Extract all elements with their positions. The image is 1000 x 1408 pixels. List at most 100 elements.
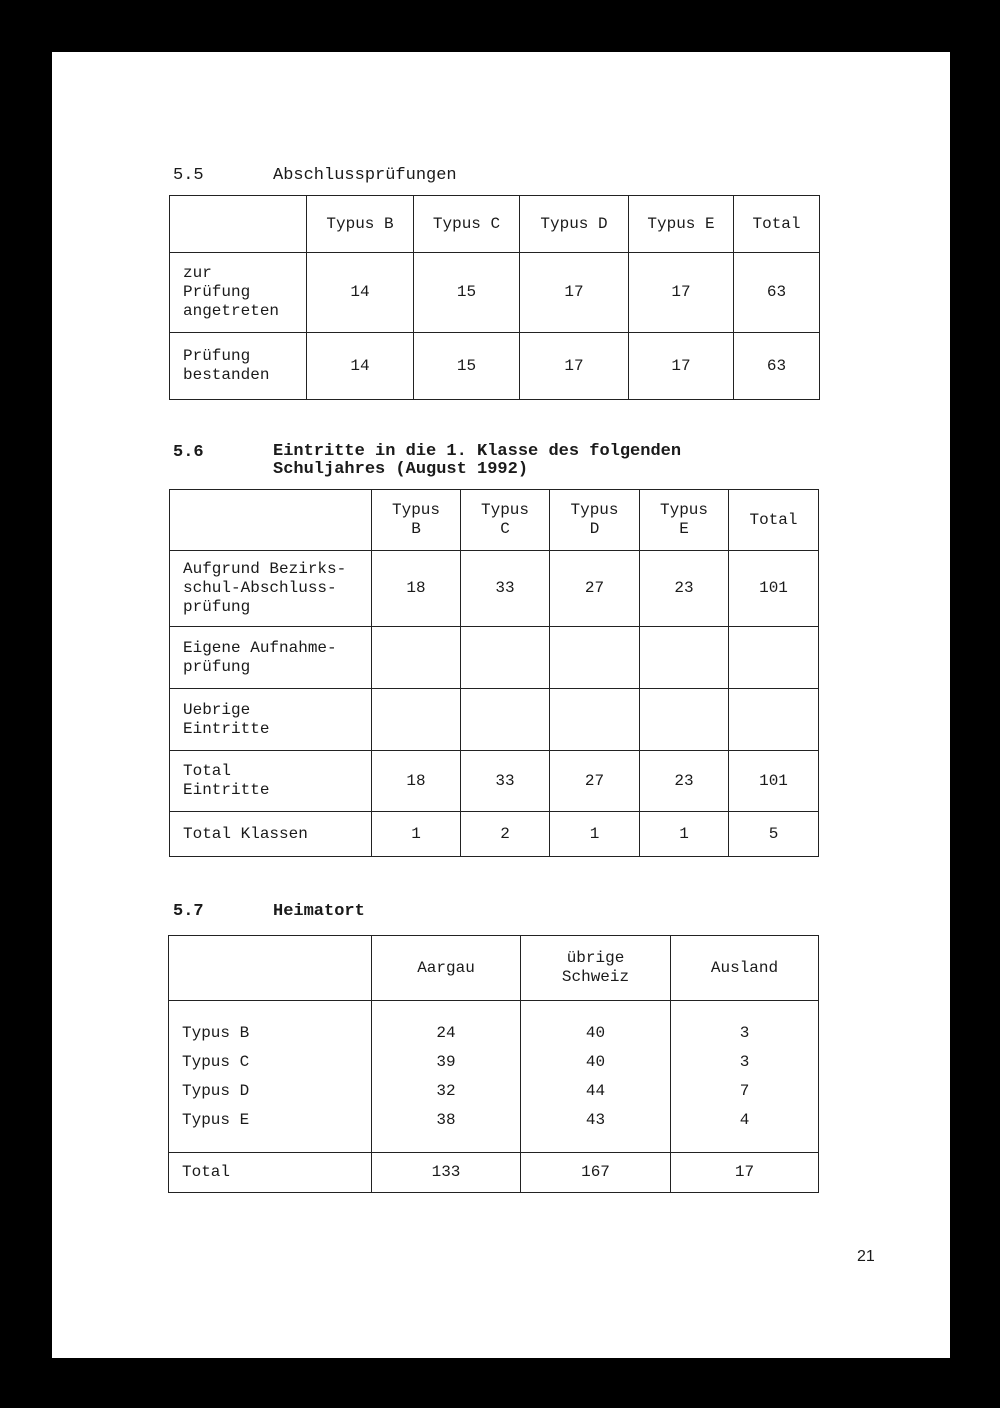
table-row: Total Eintritte 18 33 27 23 101 — [169, 750, 819, 812]
row-label: Uebrige Eintritte — [169, 688, 372, 751]
section-number: 5.7 — [173, 902, 204, 921]
data-cell: 3 — [739, 1023, 750, 1042]
data-cell — [371, 626, 461, 689]
row-label: Total Eintritte — [169, 750, 372, 812]
empty-header-cell — [169, 195, 307, 253]
data-cell — [460, 688, 550, 751]
row-label: Aufgrund Bezirks- schul-Abschluss- prüfu… — [169, 550, 372, 627]
section-title: Abschlussprüfungen — [273, 166, 457, 185]
abschlusspruefungen-table: Typus B Typus C Typus D Typus E Total zur Prü… — [169, 195, 820, 400]
table-row: Uebrige Eintritte — [169, 688, 819, 751]
header-row: Typus B Typus C Typus D Typus E Total — [169, 489, 819, 551]
table-row: zur Prüfung angetreten 14 15 17 17 63 — [169, 252, 820, 333]
data-cell: 38 — [436, 1110, 456, 1129]
data-cell: 33 — [460, 550, 550, 627]
data-cell: 15 — [413, 332, 520, 400]
column-header: Typus E — [639, 489, 729, 551]
column-header: Typus B — [306, 195, 414, 253]
row-label: Total — [168, 1152, 372, 1193]
data-cell — [549, 626, 640, 689]
row-label: Eigene Aufnahme- prüfung — [169, 626, 372, 689]
data-cell: 17 — [628, 332, 734, 400]
row-label: Total Klassen — [169, 811, 372, 857]
data-cell: 1 — [371, 811, 461, 857]
data-cell: 133 — [371, 1152, 521, 1193]
page-number: 21 — [857, 1248, 875, 1265]
header-row: Aargau übrige Schweiz Ausland — [168, 935, 819, 1001]
data-cell: 33 — [460, 750, 550, 812]
data-cell: 23 — [639, 750, 729, 812]
section-5-6-heading: 5.6 Eintritte in die 1. Klasse des folgen… — [173, 443, 681, 479]
data-cell: 1 — [639, 811, 729, 857]
data-cell: 17 — [519, 332, 629, 400]
data-cell — [371, 688, 461, 751]
row-label: Typus D — [182, 1081, 250, 1100]
table-row: Total Klassen 1 2 1 1 5 — [169, 811, 819, 857]
section-5-5-heading: 5.5 Abschlussprüfungen — [173, 166, 457, 185]
data-cell: 17 — [519, 252, 629, 333]
data-cell: 101 — [728, 550, 819, 627]
data-cell: 1 — [549, 811, 640, 857]
data-cell: 15 — [413, 252, 520, 333]
column-header: Total — [728, 489, 819, 551]
data-cell: 14 — [306, 332, 414, 400]
heimatort-table: Aargau übrige Schweiz Ausland Typus B Typus … — [168, 935, 819, 1193]
data-cell: 2 — [460, 811, 550, 857]
data-cell: 4 — [739, 1110, 750, 1129]
data-column: 24 39 32 38 — [371, 1000, 521, 1153]
data-cell: 18 — [371, 750, 461, 812]
section-title: Eintritte in die 1. Klasse des folgenden… — [273, 442, 682, 479]
data-cell — [460, 626, 550, 689]
row-label: Typus B — [182, 1023, 250, 1042]
column-header: Aargau — [371, 935, 521, 1001]
column-header: übrige Schweiz — [520, 935, 671, 1001]
table-row: Eigene Aufnahme- prüfung — [169, 626, 819, 689]
column-header: Total — [733, 195, 820, 253]
column-header: Ausland — [670, 935, 819, 1001]
data-cell: 27 — [549, 750, 640, 812]
column-header: Typus C — [460, 489, 550, 551]
data-column: 3 3 7 4 — [670, 1000, 819, 1153]
column-header: Typus E — [628, 195, 734, 253]
eintritte-table: Typus B Typus C Typus D Typus E Total Aufgrun… — [169, 489, 819, 857]
data-cell — [549, 688, 640, 751]
empty-header-cell — [169, 489, 372, 551]
data-cell: 27 — [549, 550, 640, 627]
row-labels: Typus B Typus C Typus D Typus E — [168, 1000, 372, 1153]
data-cell: 5 — [728, 811, 819, 857]
section-title: Heimatort — [273, 902, 365, 921]
typus-rows: Typus B Typus C Typus D Typus E 24 39 32 38 40 40… — [168, 1000, 819, 1153]
column-header: Typus C — [413, 195, 520, 253]
data-cell — [728, 626, 819, 689]
data-cell: 40 — [585, 1023, 606, 1042]
data-cell: 23 — [639, 550, 729, 627]
data-cell: 7 — [739, 1081, 750, 1100]
data-column: 40 40 44 43 — [520, 1000, 671, 1153]
data-cell: 39 — [436, 1052, 456, 1071]
table-row: Prüfung bestanden 14 15 17 17 63 — [169, 332, 820, 400]
data-cell: 44 — [585, 1081, 606, 1100]
section-number: 5.5 — [173, 166, 204, 185]
data-cell: 40 — [585, 1052, 606, 1071]
section-5-7-heading: 5.7 Heimatort — [173, 902, 365, 921]
data-cell — [639, 688, 729, 751]
column-header: Typus D — [519, 195, 629, 253]
data-cell: 14 — [306, 252, 414, 333]
data-cell — [639, 626, 729, 689]
section-number: 5.6 — [173, 443, 204, 462]
row-label: Typus C — [182, 1052, 250, 1071]
row-label: Typus E — [182, 1110, 250, 1129]
data-cell: 63 — [733, 252, 820, 333]
data-cell: 24 — [436, 1023, 456, 1042]
data-cell: 18 — [371, 550, 461, 627]
data-cell: 63 — [733, 332, 820, 400]
data-cell: 17 — [628, 252, 734, 333]
header-row: Typus B Typus C Typus D Typus E Total — [169, 195, 820, 253]
total-row: Total 133 167 17 — [168, 1152, 819, 1193]
empty-header-cell — [168, 935, 372, 1001]
table-row: Aufgrund Bezirks- schul-Abschluss- prüfu… — [169, 550, 819, 627]
data-cell: 101 — [728, 750, 819, 812]
data-cell: 32 — [436, 1081, 456, 1100]
column-header: Typus D — [549, 489, 640, 551]
data-cell: 167 — [520, 1152, 671, 1193]
